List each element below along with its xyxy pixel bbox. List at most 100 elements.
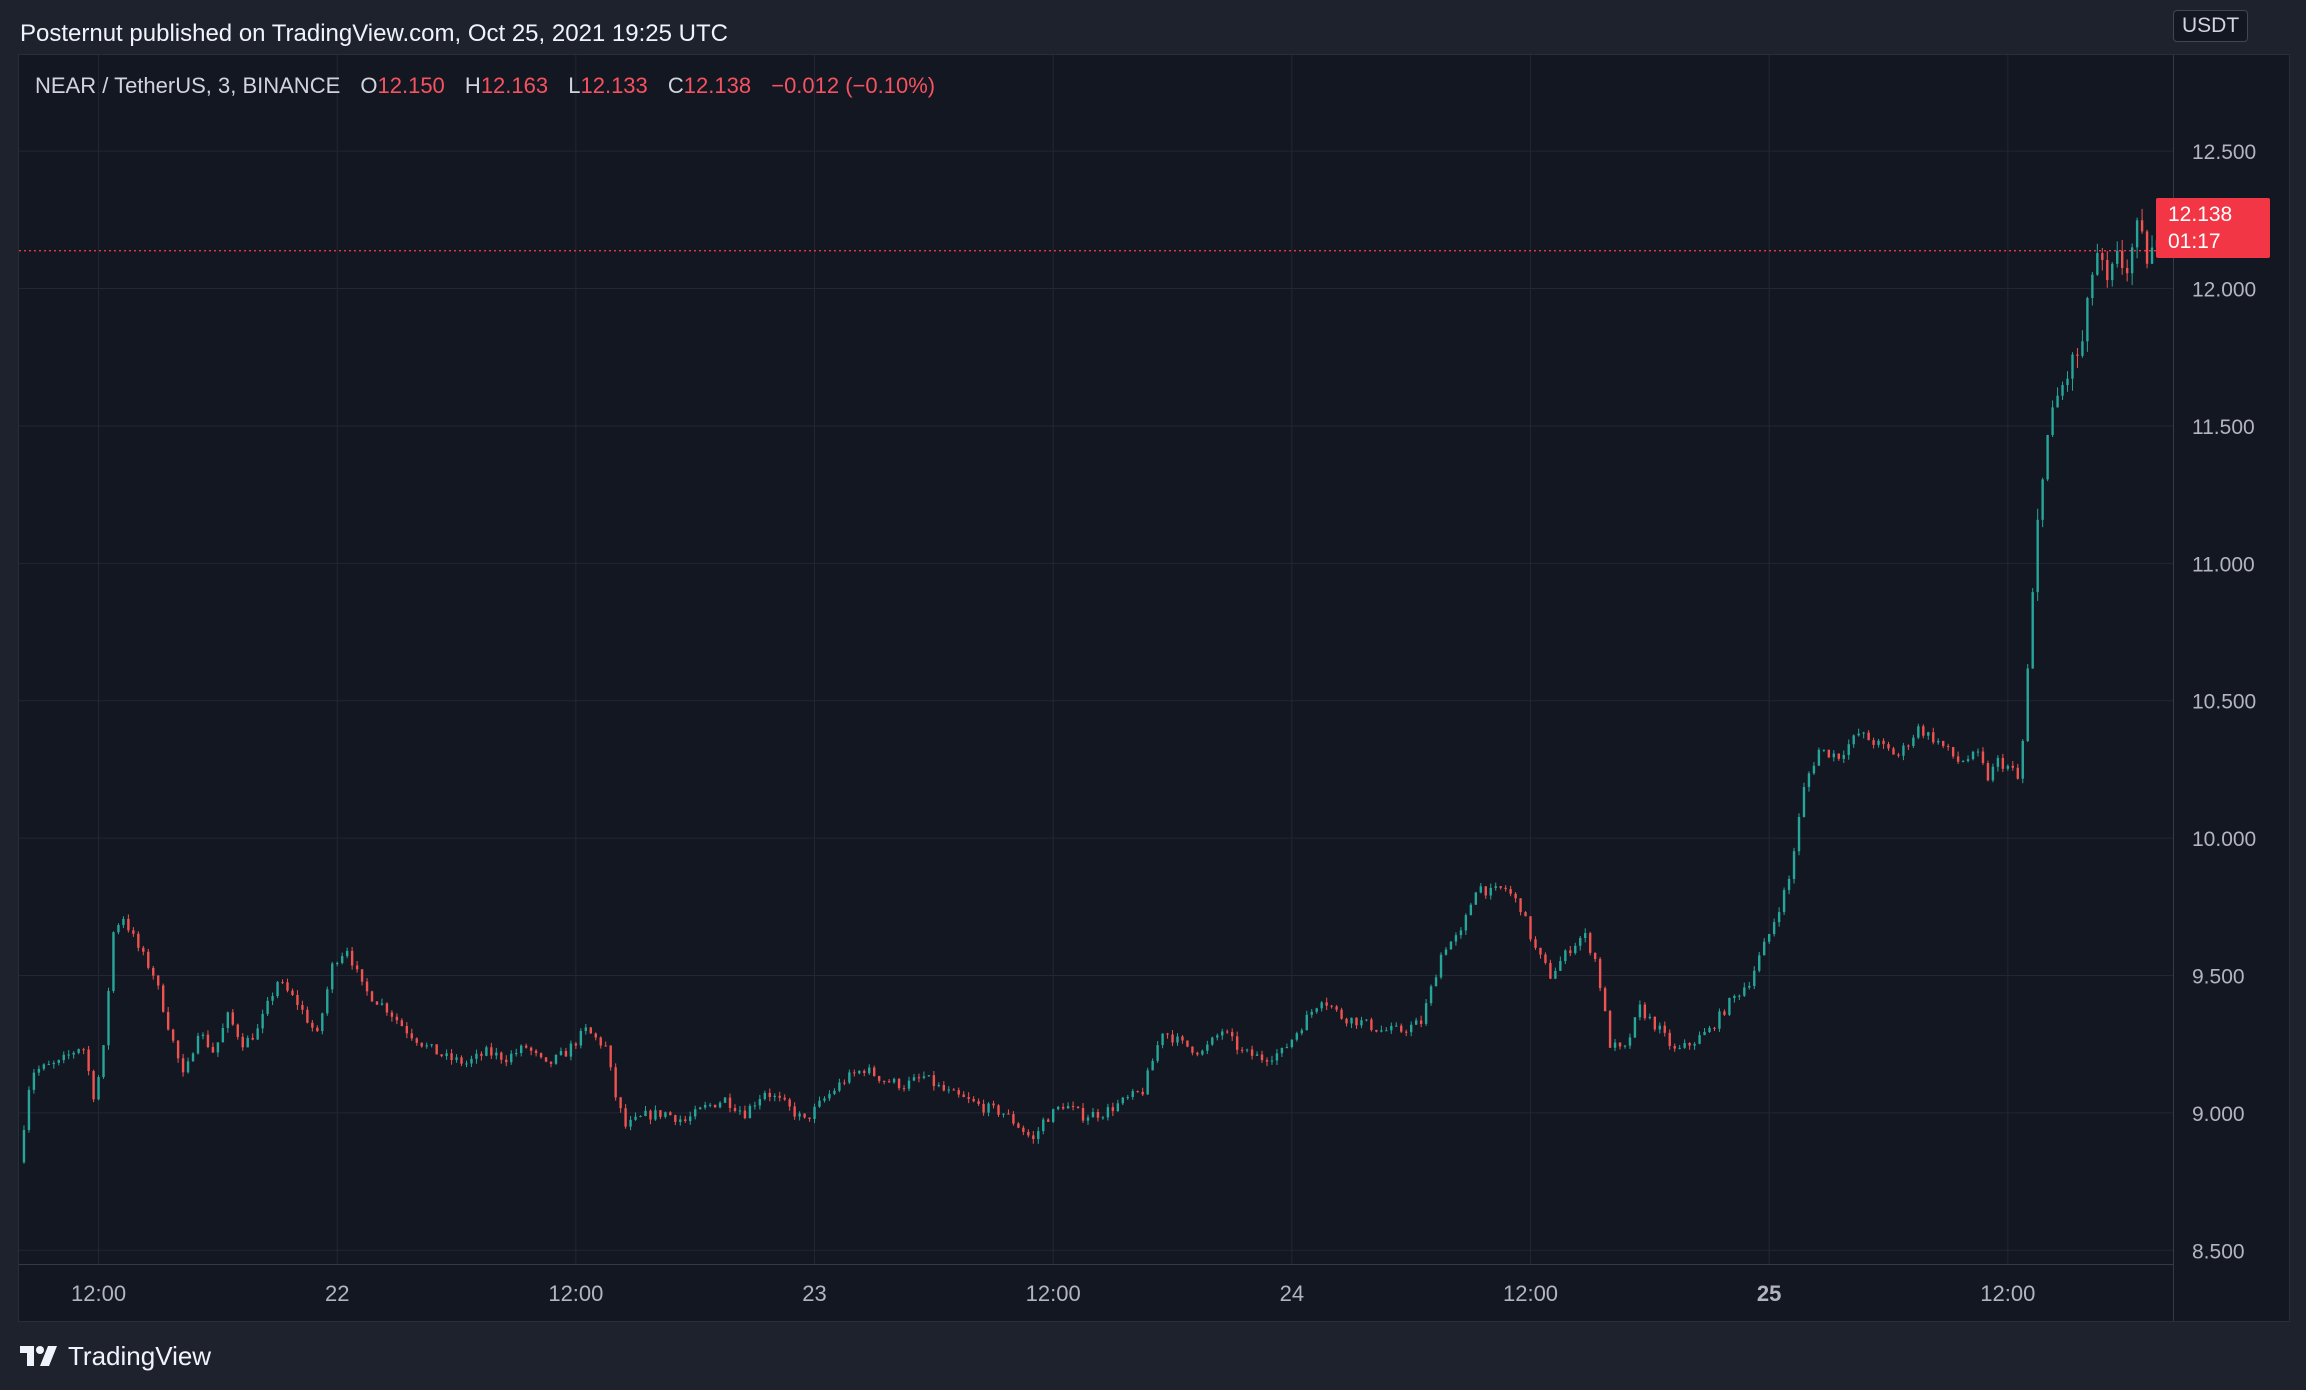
- candle-body: [823, 1098, 826, 1101]
- candle-body: [161, 985, 165, 1012]
- candle-body: [833, 1090, 836, 1094]
- candle-body: [405, 1026, 409, 1034]
- candle-body: [644, 1110, 647, 1116]
- candle-body: [1638, 1004, 1642, 1018]
- candle-body: [1574, 945, 1577, 954]
- candle-body: [873, 1067, 876, 1077]
- candle-body: [271, 996, 274, 1001]
- candle-body: [1782, 890, 1786, 913]
- candle-body: [430, 1044, 433, 1046]
- candle-body: [778, 1095, 781, 1098]
- candle-body: [465, 1063, 468, 1065]
- candle-body: [664, 1112, 667, 1117]
- candle-body: [221, 1027, 225, 1043]
- time-axis-labels: 12:00 22 12:00 23 12:00 24 12:00 25 12:00: [71, 1281, 2035, 1306]
- candle-body: [639, 1115, 642, 1117]
- candle-body: [62, 1054, 65, 1061]
- candle-body: [1772, 922, 1776, 935]
- candle-body: [629, 1119, 632, 1127]
- candle-body: [1221, 1031, 1224, 1036]
- candle-body: [152, 967, 155, 976]
- candle-body: [1235, 1036, 1239, 1050]
- candle-body: [87, 1049, 90, 1072]
- candle-body: [1002, 1113, 1005, 1115]
- time-axis[interactable]: 12:00 22 12:00 23 12:00 24 12:00 25 12:00: [19, 1264, 2173, 1322]
- candle-body: [181, 1058, 185, 1073]
- candle-body: [1434, 977, 1438, 987]
- candle-body: [1295, 1033, 1299, 1040]
- candle-body: [1544, 954, 1547, 963]
- candle-body: [1355, 1017, 1358, 1026]
- candle-body: [858, 1070, 861, 1074]
- candle-body: [549, 1061, 553, 1064]
- candle-body: [619, 1097, 622, 1109]
- candle-body: [435, 1044, 438, 1055]
- price-tick-label: 10.500: [2192, 691, 2256, 714]
- candle-body: [2145, 231, 2149, 264]
- candlestick-chart[interactable]: [19, 55, 2173, 1264]
- candle-body: [1912, 737, 1915, 746]
- candle-body: [2021, 740, 2024, 779]
- candle-body: [1245, 1049, 1249, 1051]
- plot-area[interactable]: [19, 55, 2173, 1264]
- candle-body: [490, 1047, 493, 1056]
- candle-body: [1017, 1123, 1020, 1128]
- candle-body: [1693, 1043, 1696, 1046]
- candle-body: [256, 1028, 259, 1040]
- candle-body: [694, 1109, 697, 1117]
- candle-body: [2051, 407, 2054, 435]
- candle-body: [1981, 751, 1985, 764]
- candle-body: [659, 1110, 662, 1117]
- candle-body: [1176, 1036, 1179, 1043]
- time-tick-label: 22: [325, 1281, 349, 1306]
- candle-body: [385, 1003, 389, 1013]
- candle-body: [1106, 1107, 1110, 1118]
- footer-brand[interactable]: TradingView: [20, 1336, 211, 1376]
- symbol-label[interactable]: NEAR / TetherUS, 3, BINANCE: [35, 73, 341, 98]
- candle-body: [1270, 1060, 1274, 1062]
- candle-body: [1971, 751, 1975, 760]
- candle-body: [977, 1101, 980, 1104]
- candle-body: [1181, 1036, 1184, 1041]
- candle-body: [1842, 754, 1845, 759]
- candle-body: [2116, 250, 2119, 264]
- time-tick-label: 25: [1757, 1281, 1781, 1306]
- candle-body: [112, 932, 115, 991]
- candle-body: [1056, 1106, 1060, 1110]
- candle-body: [1042, 1119, 1045, 1132]
- candle-body: [1365, 1019, 1368, 1021]
- candle-body: [1847, 744, 1850, 755]
- candle-body: [216, 1042, 220, 1053]
- candle-body: [927, 1075, 931, 1077]
- candle-body: [1817, 749, 1821, 766]
- chart-panel[interactable]: NEAR / TetherUS, 3, BINANCE O12.150 H12.…: [18, 54, 2290, 1322]
- candle-body: [67, 1054, 70, 1056]
- price-axis[interactable]: 8.500 9.000 9.500 10.000 10.500 11.000 11.500 1…: [2173, 55, 2290, 1321]
- candle-body: [1280, 1047, 1284, 1054]
- candle-body: [331, 963, 334, 990]
- candle-body: [1907, 745, 1910, 747]
- candle-body: [1872, 740, 1875, 745]
- candle-body: [1136, 1091, 1139, 1093]
- candle-body: [1479, 886, 1482, 893]
- candle-body: [1310, 1011, 1313, 1015]
- candle-body: [1991, 766, 1995, 781]
- candle-body: [1663, 1025, 1666, 1033]
- candle-body: [1832, 753, 1836, 758]
- candle-body: [828, 1093, 831, 1099]
- candle-body: [1201, 1050, 1204, 1055]
- candle-body: [390, 1012, 394, 1017]
- candle-body: [1429, 986, 1433, 1004]
- currency-button[interactable]: USDT: [2173, 10, 2249, 42]
- candle-body: [370, 991, 374, 1002]
- candle-body: [952, 1089, 955, 1091]
- candle-body: [584, 1027, 588, 1031]
- candle-body: [539, 1053, 543, 1058]
- candle-body: [1767, 934, 1771, 942]
- candle-body: [544, 1057, 548, 1062]
- candle-body: [281, 982, 284, 984]
- candle-body: [1961, 761, 1965, 763]
- candle-body: [82, 1049, 85, 1051]
- candle-body: [1653, 1016, 1657, 1030]
- candle-body: [1037, 1131, 1040, 1140]
